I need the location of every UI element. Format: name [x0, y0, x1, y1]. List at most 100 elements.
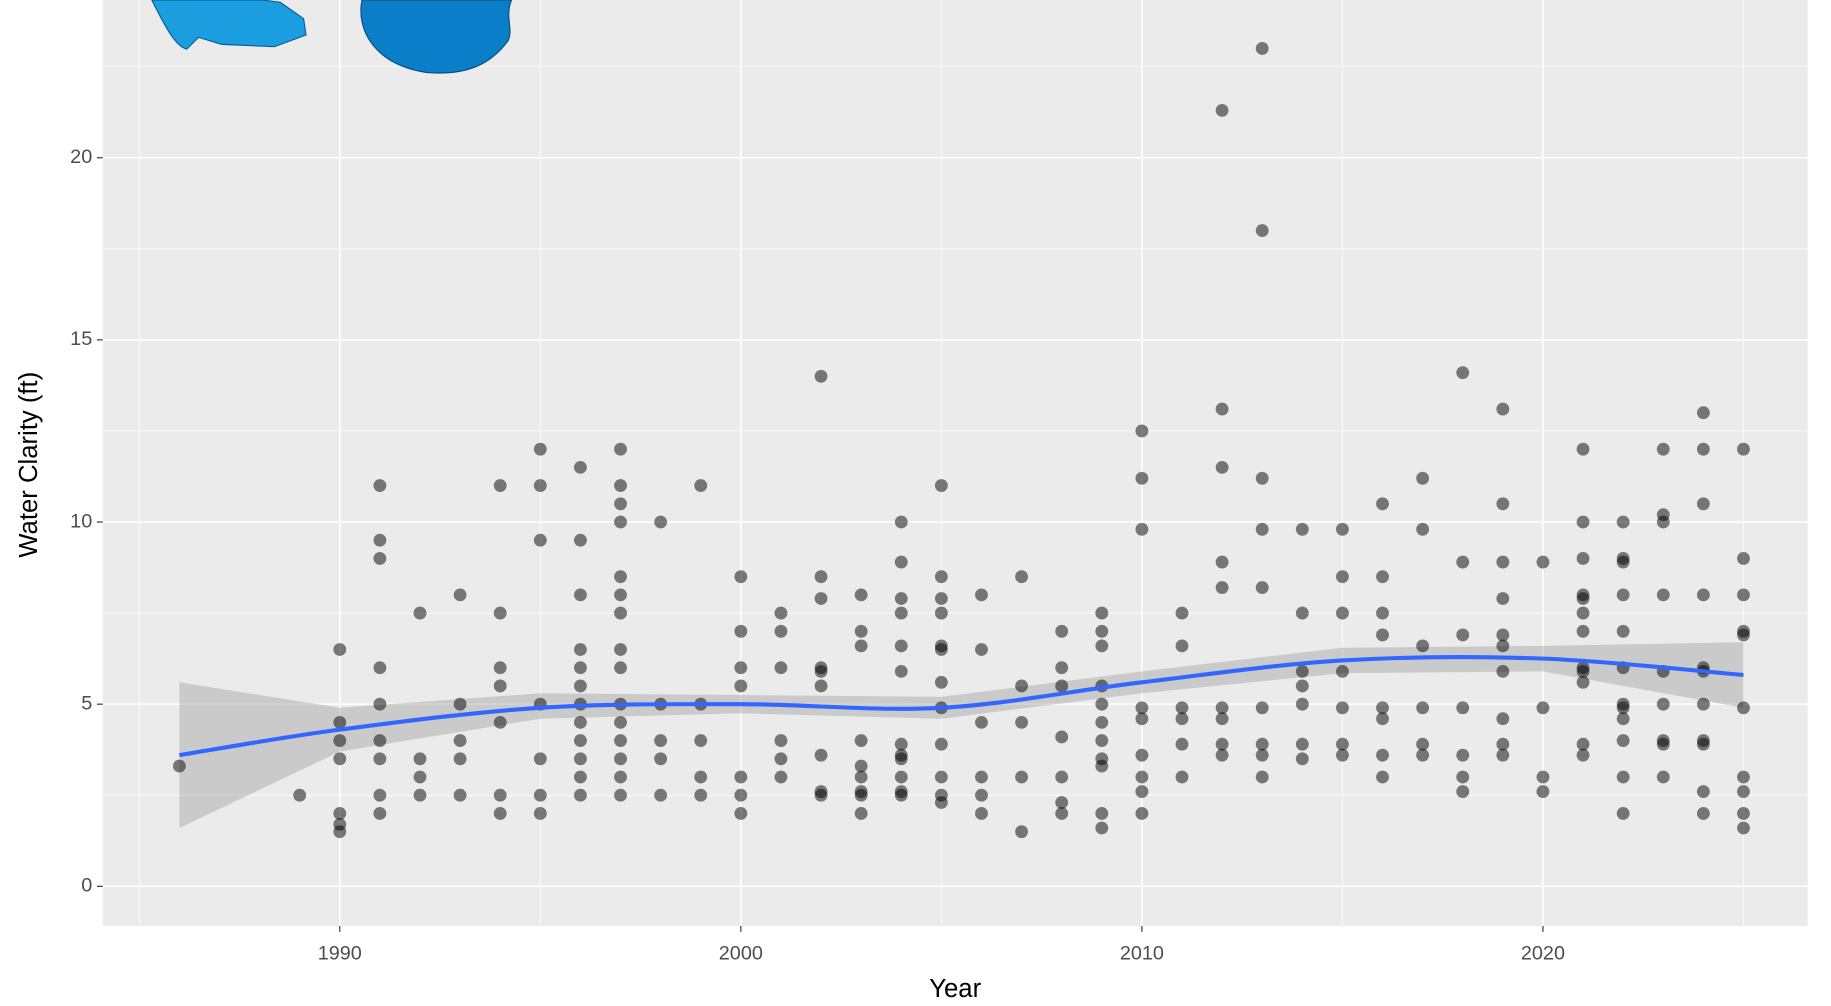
point	[1496, 749, 1509, 762]
point	[855, 789, 868, 802]
point	[373, 534, 386, 547]
point	[1577, 443, 1590, 456]
point	[1577, 676, 1590, 689]
point	[574, 789, 587, 802]
point	[1216, 556, 1229, 569]
point	[1095, 698, 1108, 711]
point	[1376, 701, 1389, 714]
point	[494, 680, 507, 693]
point	[1336, 523, 1349, 536]
point	[1577, 516, 1590, 529]
point	[1537, 771, 1550, 784]
point	[895, 738, 908, 751]
point	[1537, 785, 1550, 798]
point	[935, 607, 948, 620]
point	[1216, 581, 1229, 594]
point	[614, 516, 627, 529]
point	[1737, 807, 1750, 820]
point	[1456, 629, 1469, 642]
point	[614, 716, 627, 729]
point	[1657, 443, 1670, 456]
page: Year Water Clarity (ft) 1990200020102020…	[0, 0, 1831, 1006]
point	[1336, 570, 1349, 583]
point	[654, 516, 667, 529]
x-axis-title: Year	[929, 975, 981, 1003]
point	[1416, 472, 1429, 485]
chart: Year Water Clarity (ft) 1990200020102020…	[0, 0, 1831, 1006]
point	[1496, 738, 1509, 751]
point	[574, 680, 587, 693]
point	[333, 716, 346, 729]
point	[1617, 588, 1630, 601]
point	[1496, 556, 1509, 569]
point	[494, 479, 507, 492]
point	[734, 625, 747, 638]
point	[534, 534, 547, 547]
point	[855, 771, 868, 784]
point	[1496, 712, 1509, 725]
point	[1095, 760, 1108, 773]
point	[1456, 366, 1469, 379]
point	[1617, 712, 1630, 725]
point	[373, 789, 386, 802]
point	[734, 680, 747, 693]
point	[1135, 523, 1148, 536]
point	[614, 443, 627, 456]
point	[1737, 701, 1750, 714]
point	[574, 661, 587, 674]
point	[1015, 716, 1028, 729]
point	[734, 771, 747, 784]
point	[895, 665, 908, 678]
point	[494, 661, 507, 674]
point	[1697, 807, 1710, 820]
point	[614, 771, 627, 784]
point	[1697, 443, 1710, 456]
y-axis-title: Water Clarity (ft)	[15, 372, 43, 558]
point	[975, 716, 988, 729]
point	[895, 771, 908, 784]
point	[1176, 701, 1189, 714]
point	[895, 752, 908, 765]
point	[734, 789, 747, 802]
point	[1416, 738, 1429, 751]
point	[1015, 825, 1028, 838]
point	[1135, 785, 1148, 798]
point	[1416, 701, 1429, 714]
point	[694, 789, 707, 802]
point	[1055, 807, 1068, 820]
y-tick-label: 20	[70, 146, 92, 168]
point	[1617, 701, 1630, 714]
point	[1055, 680, 1068, 693]
x-tick-label: 2000	[719, 942, 763, 964]
point	[1015, 570, 1028, 583]
point	[815, 665, 828, 678]
point	[1456, 556, 1469, 569]
point	[1376, 771, 1389, 784]
point	[1376, 749, 1389, 762]
point	[975, 643, 988, 656]
point	[1537, 701, 1550, 714]
point	[454, 789, 467, 802]
point	[1537, 556, 1550, 569]
point	[815, 592, 828, 605]
point	[414, 789, 427, 802]
point	[1737, 822, 1750, 835]
point	[1216, 461, 1229, 474]
point	[1737, 588, 1750, 601]
point	[855, 625, 868, 638]
point	[1617, 734, 1630, 747]
point	[373, 479, 386, 492]
point	[1496, 403, 1509, 416]
point	[1055, 625, 1068, 638]
x-tick-label: 2010	[1120, 942, 1164, 964]
point	[775, 752, 788, 765]
point	[895, 556, 908, 569]
x-tick-label: 1990	[318, 942, 362, 964]
point	[654, 734, 667, 747]
point	[1336, 749, 1349, 762]
point	[494, 807, 507, 820]
point	[815, 789, 828, 802]
point	[1256, 523, 1269, 536]
point	[935, 643, 948, 656]
point	[614, 570, 627, 583]
